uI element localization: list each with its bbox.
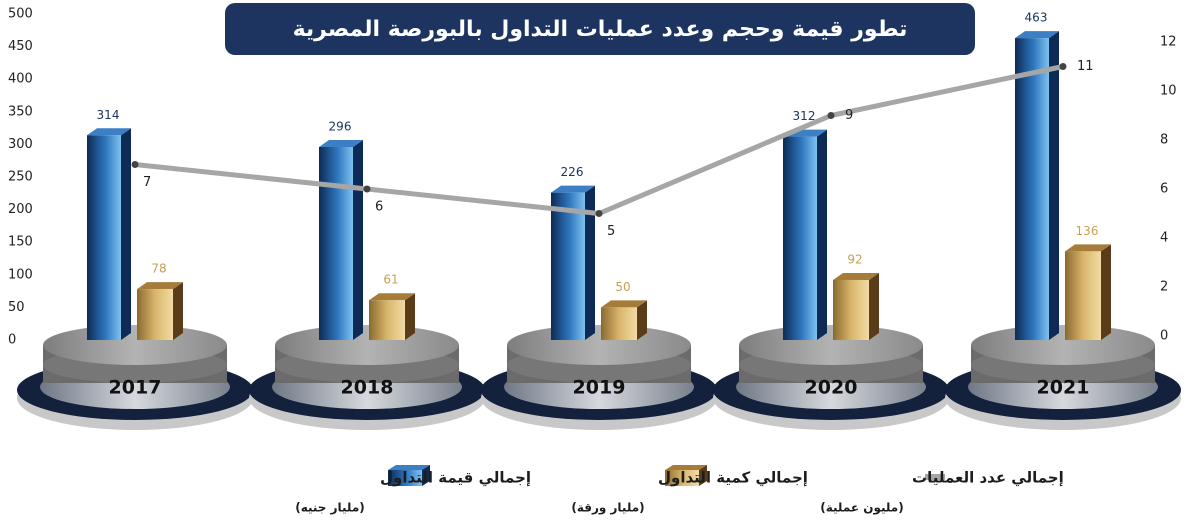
value-label: 92: [847, 253, 862, 267]
bar: [87, 135, 121, 340]
legend-icon-top: [665, 465, 707, 470]
bar-side: [173, 282, 183, 340]
legend-unit: (مليون عملية): [820, 501, 903, 516]
bar: [551, 192, 585, 340]
y-tick-label: 200: [8, 202, 33, 217]
y-tick-label: 100: [8, 267, 33, 282]
bar: [137, 289, 173, 340]
legend-icon-side: [422, 465, 430, 486]
bar: [783, 136, 817, 340]
legend-unit: (مليار ورقة): [571, 501, 644, 516]
pedestal-top: [971, 325, 1155, 365]
value-label: 314: [97, 108, 120, 122]
value-label: 78: [151, 262, 166, 276]
x-tick-label: 2018: [341, 377, 394, 399]
line-point: [1059, 63, 1067, 70]
x-tick-label: 2017: [109, 377, 162, 399]
value-label: 50: [615, 280, 630, 294]
bar-top: [137, 282, 183, 290]
value-label: 61: [383, 273, 398, 287]
y-tick-label: 500: [8, 7, 33, 22]
bar-side: [585, 185, 595, 340]
line-value-label: 9: [845, 108, 853, 123]
line: [134, 64, 1064, 216]
x-tick-label: 2021: [1037, 377, 1090, 399]
legend-label: إجمالي كمية التداول: [658, 469, 808, 487]
y2-tick-label: 0: [1160, 329, 1168, 344]
bar-side: [869, 273, 879, 340]
bar-top: [369, 293, 415, 301]
y-tick-label: 400: [8, 72, 33, 87]
line-value-label: 11: [1077, 59, 1094, 74]
bar-top: [87, 128, 131, 136]
y-tick-label: 150: [8, 235, 33, 250]
legend-icon: [925, 474, 945, 480]
bar: [833, 280, 869, 340]
y-tick-label: 50: [8, 300, 25, 315]
bar-top: [319, 140, 363, 148]
bar-top: [551, 185, 595, 193]
legend-icon: [388, 470, 422, 486]
pedestal-top: [275, 325, 459, 365]
chart-title: تطور قيمة وحجم وعدد عمليات التداول بالبو…: [293, 17, 908, 42]
bar-top: [1015, 31, 1059, 39]
bar: [1015, 38, 1049, 341]
bar: [601, 307, 637, 340]
line-value-label: 6: [375, 200, 383, 215]
y2-tick-label: 12: [1160, 35, 1177, 50]
line-value-label: 5: [607, 224, 615, 239]
bar-top: [1065, 244, 1111, 252]
bar: [1065, 251, 1101, 340]
line-point: [827, 112, 835, 119]
y2-tick-label: 8: [1160, 133, 1168, 148]
bar: [369, 300, 405, 340]
bar-side: [353, 140, 363, 340]
y2-tick-label: 2: [1160, 280, 1168, 295]
value-label: 463: [1025, 11, 1048, 25]
y-tick-label: 300: [8, 137, 33, 152]
pedestal-top: [507, 325, 691, 365]
line-point: [131, 161, 139, 168]
legend-unit: (مليار جنيه): [295, 501, 365, 515]
bar-side: [637, 300, 647, 340]
legend-label: إجمالي عدد العمليات: [912, 469, 1064, 487]
y2-tick-label: 4: [1160, 231, 1168, 246]
y2-tick-label: 10: [1160, 84, 1177, 99]
value-label: 312: [793, 109, 816, 123]
legend-icon: [665, 470, 699, 486]
line-point: [595, 210, 603, 217]
value-label: 296: [329, 120, 352, 134]
y-tick-label: 450: [8, 39, 33, 54]
pedestals: [17, 325, 1181, 430]
legend-icon-top: [388, 465, 430, 470]
y-tick-label: 350: [8, 104, 33, 119]
bar-side: [1049, 31, 1059, 341]
bar: [319, 147, 353, 340]
pedestal-top: [739, 325, 923, 365]
line-value-label: 7: [143, 175, 151, 190]
y-tick-label: 0: [8, 333, 16, 348]
value-label: 226: [561, 165, 584, 179]
legend-label: إجمالي قيمة التداول: [380, 469, 531, 487]
bar-side: [405, 293, 415, 340]
bar-top: [833, 273, 879, 281]
x-tick-label: 2019: [573, 377, 626, 399]
x-tick-label: 2020: [805, 377, 858, 399]
y2-tick-label: 6: [1160, 182, 1168, 197]
value-label: 136: [1076, 224, 1099, 238]
bar-side: [121, 128, 131, 340]
line-point: [363, 185, 371, 193]
title-box: [225, 3, 975, 55]
y-tick-label: 250: [8, 170, 33, 185]
bar-side: [817, 129, 827, 340]
legend-icon-side: [699, 465, 707, 486]
bar-top: [601, 300, 647, 308]
pedestal-top: [43, 325, 227, 365]
bar-side: [1101, 244, 1111, 340]
